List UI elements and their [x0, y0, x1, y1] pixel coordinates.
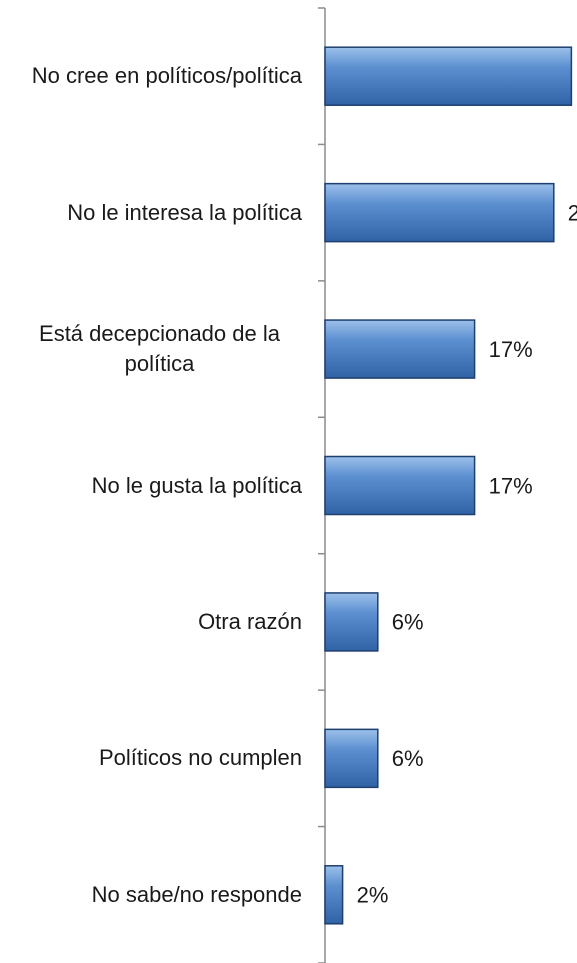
value-label: 17%: [489, 337, 533, 362]
value-label: 2%: [357, 883, 389, 908]
category-label-box: Otra razón: [2, 572, 302, 672]
category-label: Políticos no cumplen: [99, 745, 302, 771]
category-label: No le interesa la política: [67, 199, 302, 225]
category-label: Otra razón: [198, 608, 302, 634]
category-label: Está decepcionado de la política: [39, 321, 280, 377]
category-label-box: Políticos no cumplen: [2, 708, 302, 808]
category-label-box: No cree en políticos/política: [2, 26, 302, 126]
bar: [324, 182, 555, 243]
category-label-box: Está decepcionado de la política: [2, 299, 302, 399]
category-label: No le gusta la política: [91, 472, 302, 498]
value-label: 6%: [392, 746, 424, 771]
bar: [324, 865, 344, 925]
bar: [324, 319, 476, 379]
category-label: No sabe/no responde: [91, 881, 302, 907]
bar: [324, 728, 379, 789]
bar: [324, 592, 379, 652]
value-label: 17%: [489, 473, 533, 498]
bar: [324, 455, 476, 516]
value-label: 6%: [392, 610, 424, 635]
value-label: 26%: [568, 200, 577, 225]
category-label-box: No le gusta la política: [2, 436, 302, 536]
category-label-box: No le interesa la política: [2, 163, 302, 263]
category-label: No cree en políticos/política: [31, 63, 302, 89]
category-label-box: No sabe/no responde: [2, 845, 302, 945]
bar: [324, 46, 573, 106]
